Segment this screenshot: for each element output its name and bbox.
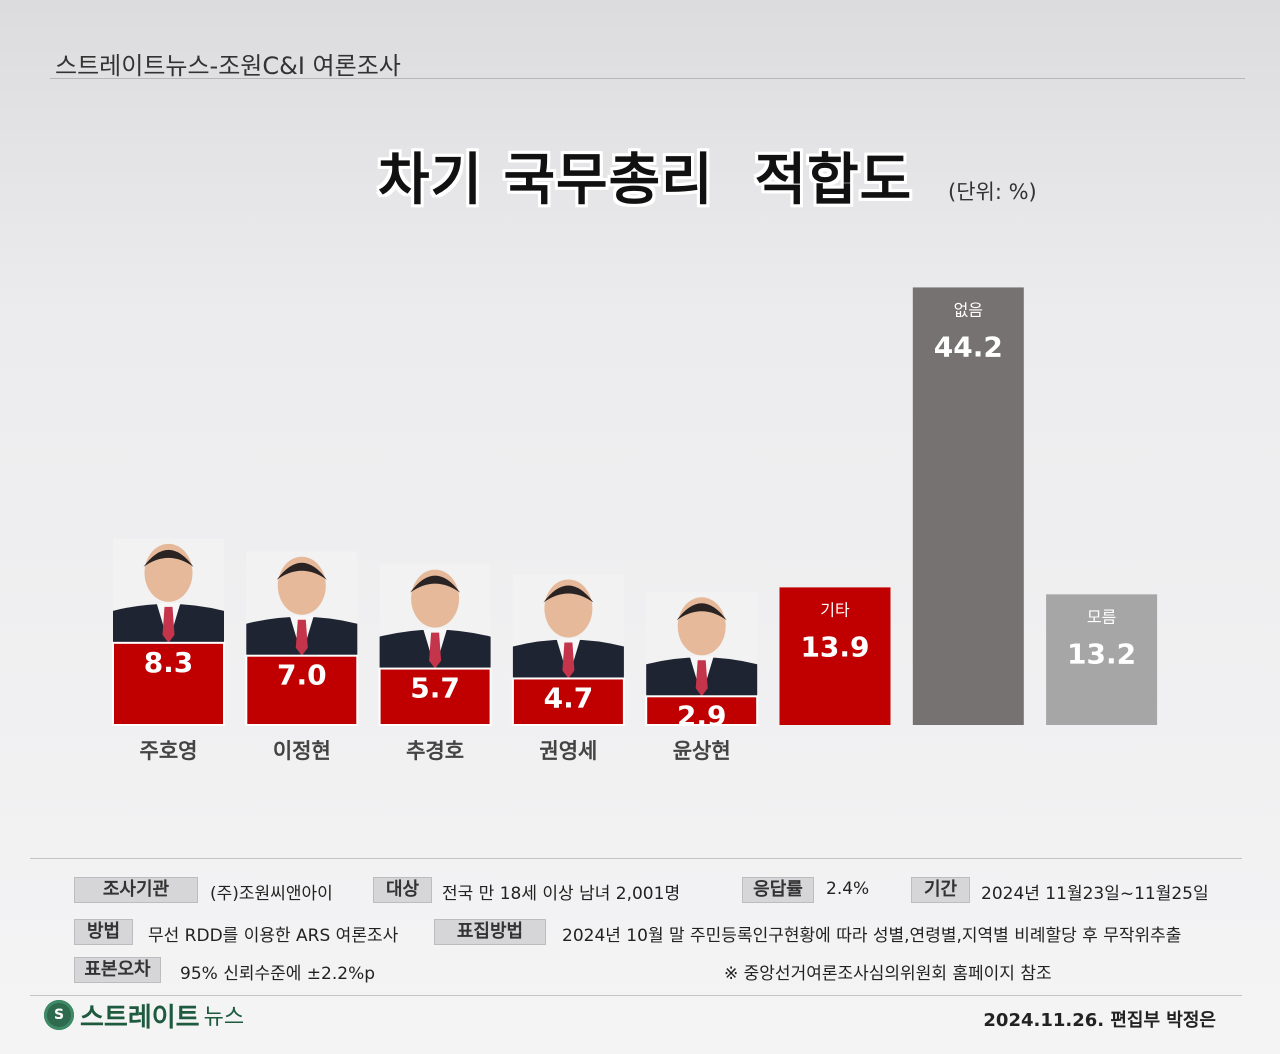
response-rate-value: 2.4%	[826, 879, 870, 899]
bar-value-label: 44.2	[934, 330, 1003, 363]
candidate-photo	[246, 551, 358, 656]
bar	[1046, 594, 1158, 725]
footer-credit: 2024.11.26. 편집부 박정은	[983, 1010, 1216, 1031]
error-margin-tag: 표본오차	[74, 957, 161, 983]
footer-divider-top	[30, 858, 1242, 859]
survey-org-value: (주)조원씨앤아이	[210, 884, 333, 904]
bar-value-label: 8.3	[144, 646, 194, 679]
bar-value-label: 4.7	[544, 681, 594, 714]
sampling-tag: 표집방법	[434, 919, 546, 945]
bar-category-label: 없음	[954, 300, 983, 319]
error-margin-value: 95% 신뢰수준에 ±2.2%p	[180, 964, 376, 984]
bar-category-label: 모름	[1087, 607, 1116, 626]
period-tag: 기간	[911, 877, 970, 903]
bar-value-label: 5.7	[410, 672, 460, 705]
logo-icon: S	[44, 1000, 74, 1030]
candidate-photo	[512, 574, 624, 679]
category-label: 주호영	[140, 739, 198, 763]
bar-value-label: 13.9	[800, 630, 869, 663]
candidate-photo	[379, 564, 491, 669]
footer-divider-bottom	[30, 995, 1242, 996]
bar	[245, 654, 359, 727]
candidate-photo	[113, 538, 224, 643]
candidate-photo	[646, 592, 758, 697]
bar	[779, 587, 891, 725]
category-label: 이정현	[273, 739, 331, 763]
chart-title: 차기 국무총리 적합도	[378, 148, 913, 213]
period-value: 2024년 11월23일~11월25일	[981, 884, 1209, 904]
target-value: 전국 만 18세 이상 남녀 2,001명	[442, 884, 681, 904]
survey-org-tag: 조사기관	[74, 877, 198, 903]
category-label: 추경호	[406, 739, 464, 763]
bar	[112, 641, 225, 727]
bar-value-label: 2.9	[677, 699, 727, 732]
target-tag: 대상	[373, 877, 432, 903]
bar-value-label: 13.2	[1067, 637, 1136, 670]
category-label: 권영세	[539, 739, 597, 763]
response-rate-tag: 응답률	[742, 877, 814, 903]
header-title: 스트레이트뉴스-조원C&I 여론조사	[55, 52, 401, 80]
category-label: 윤상현	[673, 739, 731, 763]
logo-text: 스트레이트	[80, 1002, 200, 1033]
bar-chart: 8.3 주호영 7.0 이정현 5.7 추경호 4.7 권영세 2.9 윤상현 13.9 기타 44.2…	[112, 287, 1158, 763]
bar	[378, 667, 492, 727]
bar	[511, 677, 625, 726]
straight-news-logo: S 스트레이트 뉴스	[44, 998, 245, 1033]
bar-category-label: 기타	[820, 600, 850, 619]
header-divider	[50, 78, 1245, 79]
bar	[912, 287, 1024, 725]
bar-value-label: 7.0	[277, 659, 327, 692]
chart-unit: (단위: %)	[948, 180, 1037, 204]
source-note: ※ 중앙선거여론조사심의위원회 홈페이지 참조	[724, 964, 1052, 984]
method-tag: 방법	[74, 919, 133, 945]
method-value: 무선 RDD를 이용한 ARS 여론조사	[148, 926, 399, 946]
logo-subtext: 뉴스	[203, 1005, 245, 1030]
sampling-value: 2024년 10월 말 주민등록인구현황에 따라 성별,연령별,지역별 비례할당…	[562, 926, 1182, 946]
bar	[645, 695, 759, 726]
